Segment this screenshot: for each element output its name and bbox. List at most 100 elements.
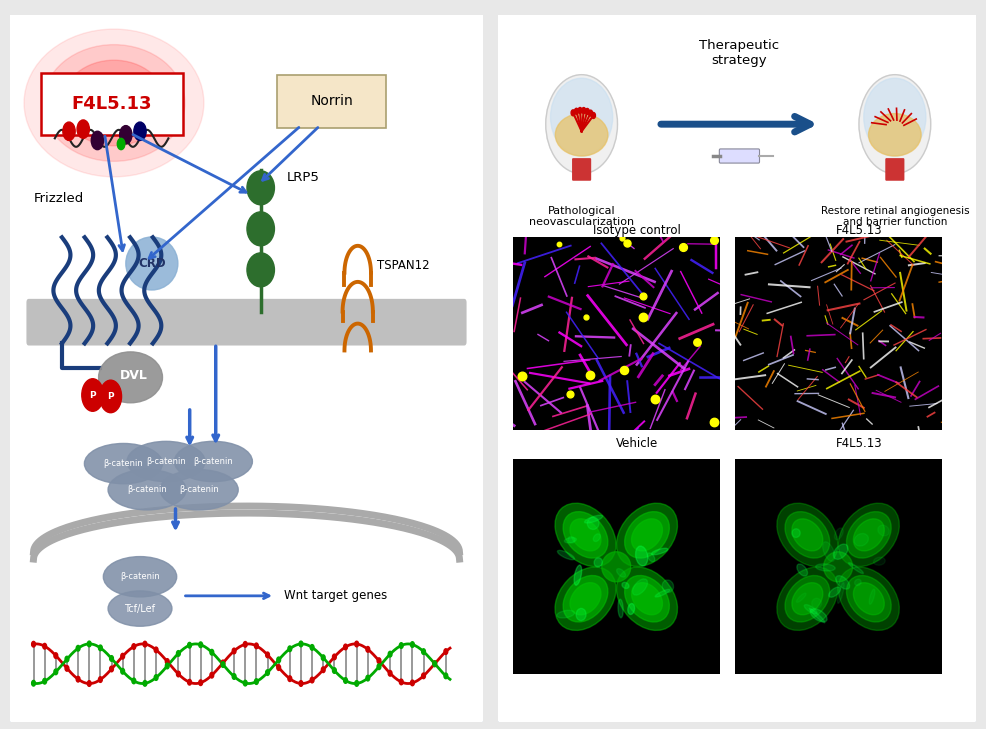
Circle shape xyxy=(244,642,247,647)
Ellipse shape xyxy=(550,78,612,156)
Text: LRP5: LRP5 xyxy=(287,171,319,184)
Text: DVL: DVL xyxy=(120,369,148,382)
Circle shape xyxy=(366,647,370,652)
Ellipse shape xyxy=(859,74,931,174)
Text: Tcf/Lef: Tcf/Lef xyxy=(124,604,156,614)
Point xyxy=(689,336,705,348)
Ellipse shape xyxy=(874,557,885,565)
Circle shape xyxy=(42,644,46,649)
Ellipse shape xyxy=(632,519,663,551)
Ellipse shape xyxy=(815,564,835,571)
Circle shape xyxy=(355,681,359,686)
Ellipse shape xyxy=(104,557,176,597)
Ellipse shape xyxy=(622,582,629,588)
Ellipse shape xyxy=(557,610,575,618)
Circle shape xyxy=(100,380,121,413)
Ellipse shape xyxy=(632,579,648,595)
Ellipse shape xyxy=(246,171,274,205)
Point xyxy=(562,388,578,399)
Text: Frizzled: Frizzled xyxy=(34,192,84,205)
Circle shape xyxy=(154,647,158,652)
Circle shape xyxy=(344,678,347,683)
Ellipse shape xyxy=(625,512,669,558)
FancyBboxPatch shape xyxy=(885,158,904,181)
Text: Restore retinal angiogenesis
and barrier function: Restore retinal angiogenesis and barrier… xyxy=(820,206,969,227)
Circle shape xyxy=(143,680,147,686)
Ellipse shape xyxy=(632,582,663,615)
Circle shape xyxy=(377,658,381,663)
Ellipse shape xyxy=(85,443,163,484)
Ellipse shape xyxy=(570,582,600,615)
Ellipse shape xyxy=(849,563,864,574)
Circle shape xyxy=(76,645,80,651)
Ellipse shape xyxy=(555,114,608,156)
Circle shape xyxy=(166,663,170,668)
Text: TSPAN12: TSPAN12 xyxy=(377,259,429,272)
Ellipse shape xyxy=(564,537,577,543)
Ellipse shape xyxy=(616,569,625,577)
Circle shape xyxy=(254,643,258,649)
Ellipse shape xyxy=(160,469,239,510)
Ellipse shape xyxy=(594,534,600,542)
FancyBboxPatch shape xyxy=(277,74,387,128)
Ellipse shape xyxy=(864,78,926,156)
Ellipse shape xyxy=(811,599,821,609)
FancyBboxPatch shape xyxy=(40,73,182,135)
Circle shape xyxy=(109,655,113,661)
Ellipse shape xyxy=(823,552,853,582)
Text: β-catenin: β-catenin xyxy=(127,486,167,494)
Ellipse shape xyxy=(246,212,274,246)
FancyBboxPatch shape xyxy=(572,158,592,181)
Circle shape xyxy=(176,650,180,656)
Ellipse shape xyxy=(588,517,599,529)
Circle shape xyxy=(388,671,392,676)
Ellipse shape xyxy=(785,512,829,558)
Ellipse shape xyxy=(126,237,177,290)
Circle shape xyxy=(586,109,590,114)
Ellipse shape xyxy=(829,587,840,597)
Ellipse shape xyxy=(847,575,891,622)
Ellipse shape xyxy=(870,589,875,604)
Circle shape xyxy=(444,673,448,679)
Circle shape xyxy=(288,646,292,652)
Text: F4L5.13: F4L5.13 xyxy=(836,437,882,451)
Ellipse shape xyxy=(792,529,801,537)
Ellipse shape xyxy=(847,512,891,558)
Circle shape xyxy=(311,677,314,683)
Ellipse shape xyxy=(99,352,163,403)
Ellipse shape xyxy=(655,589,669,597)
Circle shape xyxy=(575,109,579,114)
Circle shape xyxy=(199,680,202,685)
Circle shape xyxy=(99,677,103,682)
Point xyxy=(647,393,663,405)
Ellipse shape xyxy=(618,599,623,617)
Ellipse shape xyxy=(62,61,166,146)
Ellipse shape xyxy=(175,441,252,482)
Ellipse shape xyxy=(79,74,150,132)
Ellipse shape xyxy=(568,537,575,543)
Ellipse shape xyxy=(574,565,582,585)
Circle shape xyxy=(444,649,448,655)
Circle shape xyxy=(132,678,136,684)
Ellipse shape xyxy=(616,567,677,631)
Text: Wnt target genes: Wnt target genes xyxy=(284,589,387,602)
Ellipse shape xyxy=(810,609,825,623)
Text: P: P xyxy=(107,392,114,401)
Circle shape xyxy=(571,110,575,116)
Ellipse shape xyxy=(663,580,673,593)
Text: β-catenin: β-catenin xyxy=(193,457,234,466)
Ellipse shape xyxy=(576,609,586,620)
Ellipse shape xyxy=(570,519,600,551)
Ellipse shape xyxy=(855,580,861,585)
Text: F4L5.13: F4L5.13 xyxy=(71,95,152,113)
Circle shape xyxy=(578,107,582,114)
Point xyxy=(619,237,635,249)
Ellipse shape xyxy=(557,550,575,560)
Text: Pathological
neovascularization: Pathological neovascularization xyxy=(529,206,634,227)
Circle shape xyxy=(221,662,225,667)
Ellipse shape xyxy=(833,544,848,559)
Text: P: P xyxy=(90,391,96,399)
Text: Vehicle: Vehicle xyxy=(615,437,658,451)
Circle shape xyxy=(321,667,325,673)
Circle shape xyxy=(88,641,91,647)
